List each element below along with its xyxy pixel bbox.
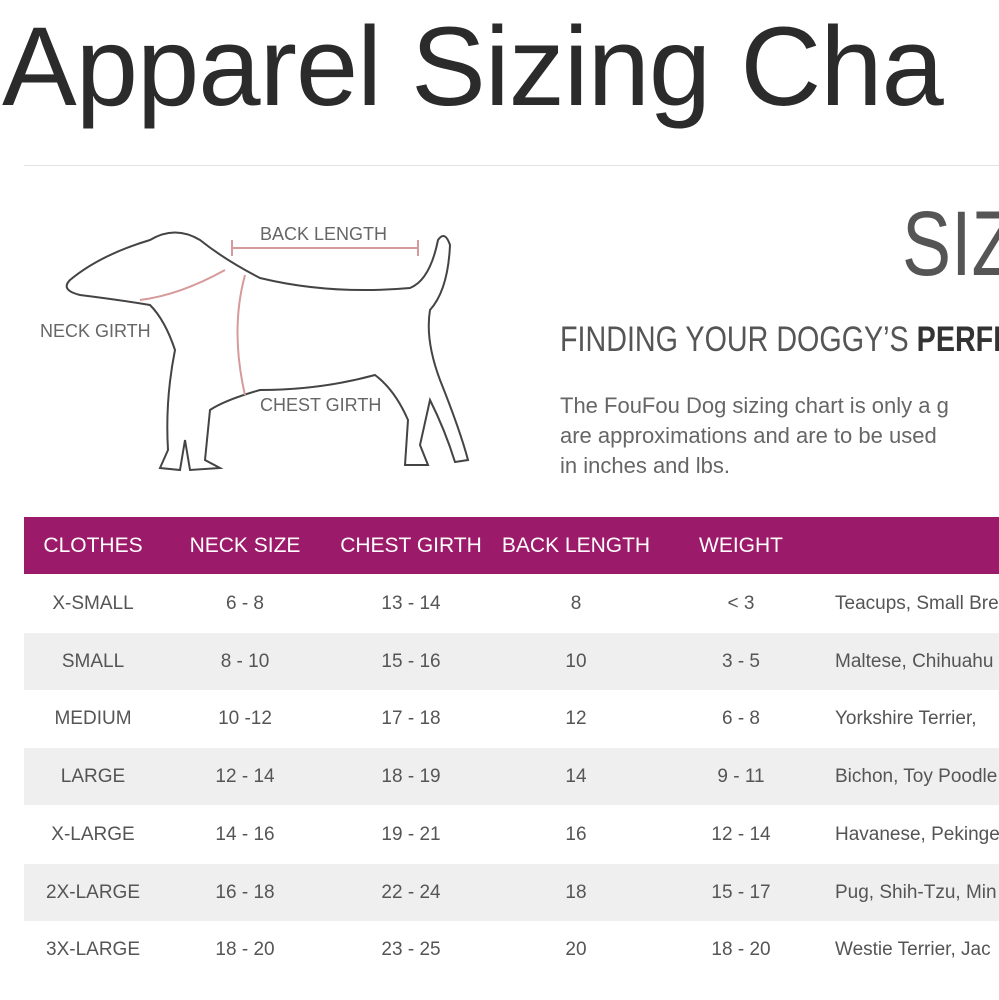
chest-girth-label: CHEST GIRTH <box>260 395 381 415</box>
table-cell: 14 - 16 <box>215 823 275 845</box>
intro-line: The FouFou Dog sizing chart is only a g <box>560 393 949 418</box>
table-cell: MEDIUM <box>54 708 132 730</box>
row-shade <box>24 632 999 690</box>
table-cell: 15 - 17 <box>711 881 771 903</box>
table-cell: 18 - 20 <box>711 939 771 961</box>
table-cell: < 3 <box>727 593 755 614</box>
table-cell: 22 - 24 <box>381 881 441 903</box>
column-header: NECK SIZE <box>189 534 301 557</box>
column-header: CLOTHES <box>43 534 143 557</box>
table-cell: 13 - 14 <box>381 593 441 614</box>
divider <box>24 165 999 166</box>
table-cell: Bichon, Toy Poodle <box>835 766 998 788</box>
table-cell: Teacups, Small Bre <box>835 593 999 614</box>
table-cell: Maltese, Chihuahu <box>835 650 994 672</box>
subheading-regular: FINDING YOUR DOGGY’S <box>560 320 917 359</box>
intro-line: are approximations and are to be used <box>560 423 937 448</box>
table-cell: 18 - 20 <box>215 939 275 961</box>
column-header: CHEST GIRTH <box>340 534 482 557</box>
table-cell: 16 <box>565 823 587 845</box>
table-cell: 8 - 10 <box>220 650 270 672</box>
table-cell: 14 <box>565 766 587 788</box>
table-cell: 12 - 14 <box>215 766 275 788</box>
table-cell: 10 <box>565 650 587 672</box>
table-cell: 3 - 5 <box>721 650 761 672</box>
table-cell: SMALL <box>61 650 125 672</box>
intro-line: in inches and lbs. <box>560 453 730 478</box>
table-cell: 12 - 14 <box>711 823 771 845</box>
table-cell: 12 <box>565 708 587 730</box>
page-title: Apparel Sizing Cha <box>2 4 944 129</box>
table-cell: LARGE <box>60 766 126 788</box>
column-header: WEIGHT <box>699 534 783 557</box>
header-bar <box>24 517 999 574</box>
table-cell: 17 - 18 <box>381 708 441 730</box>
subheading-bold: PERFE <box>916 320 999 359</box>
table-cell: Havanese, Pekinge <box>835 823 999 845</box>
table-cell: 6 - 8 <box>721 708 761 730</box>
neck-girth-label: NECK GIRTH <box>40 321 151 341</box>
table-cell: Pug, Shih-Tzu, Min <box>835 881 997 903</box>
row-shade <box>24 748 999 806</box>
back-length-label: BACK LENGTH <box>260 224 387 244</box>
table-cell: X-LARGE <box>51 823 135 845</box>
table-cell: 18 - 19 <box>381 766 441 788</box>
heading: SIZ <box>902 193 999 295</box>
subheading: FINDING YOUR DOGGY’S PERFE <box>560 320 999 360</box>
table-cell: 16 - 18 <box>215 881 275 903</box>
table-cell: 6 - 8 <box>225 593 265 614</box>
table-cell: 9 - 11 <box>717 766 765 788</box>
table-cell: 20 <box>565 939 587 961</box>
table-cell: 8 <box>570 593 582 614</box>
table-cell: 18 <box>565 881 587 903</box>
table-cell: Westie Terrier, Jac <box>835 939 991 961</box>
column-header: BACK LENGTH <box>501 534 651 557</box>
table-cell: X-SMALL <box>52 593 134 614</box>
table-cell: 10 -12 <box>218 708 272 730</box>
table-cell: 3X-LARGE <box>46 939 140 961</box>
table-cell: 2X-LARGE <box>46 881 140 903</box>
dog-diagram: BACK LENGTH NECK GIRTH CHEST GIRTH <box>40 224 470 472</box>
table-cell: 23 - 25 <box>381 939 441 961</box>
table-cell: 19 - 21 <box>381 823 441 845</box>
row-shade <box>24 863 999 921</box>
table-cell: Yorkshire Terrier, <box>835 708 977 730</box>
table-cell: 15 - 16 <box>381 650 441 672</box>
